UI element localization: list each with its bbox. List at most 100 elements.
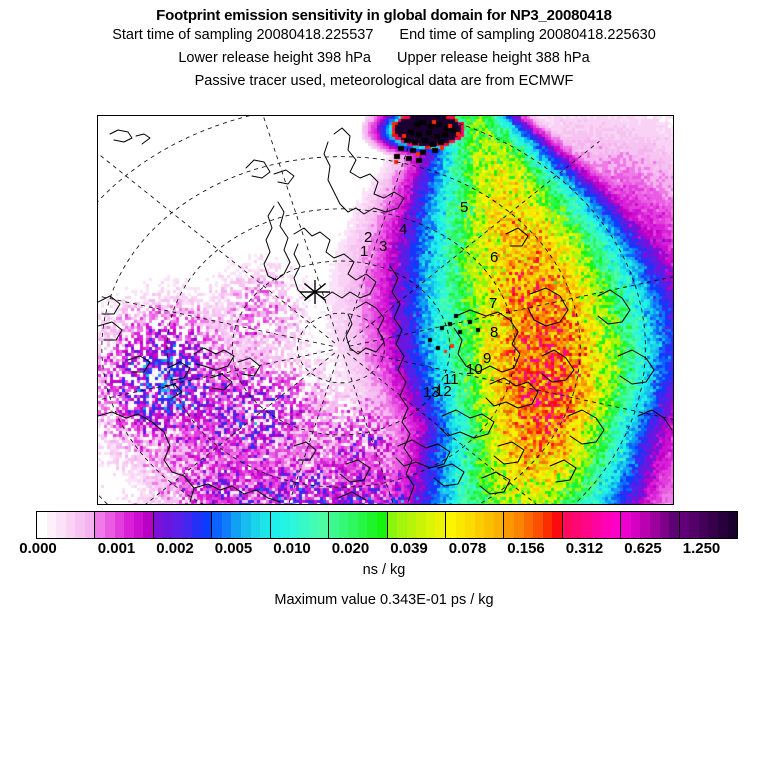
colorbar-band xyxy=(260,512,270,538)
tracer-note-label: Passive tracer used, meteorological data… xyxy=(194,73,574,89)
colorbar-band xyxy=(46,512,57,538)
colorbar-band xyxy=(435,512,445,538)
colorbar-tick-3: 0.005 xyxy=(214,540,253,557)
colorbar-tick-11: 1.250 xyxy=(682,540,721,557)
colorbar-band xyxy=(572,512,582,538)
colorbar-band xyxy=(474,512,485,538)
parallel-50 xyxy=(166,208,516,488)
release-star-ray xyxy=(304,283,326,301)
colorbar-band xyxy=(84,512,95,538)
end-time-label: End time of sampling 20080418.225630 xyxy=(399,27,656,43)
colorbar-segment-6 xyxy=(387,512,446,538)
colorbar-tick-5: 0.020 xyxy=(331,540,370,557)
coastline-33 xyxy=(549,459,577,483)
colorbar-band xyxy=(542,512,553,538)
colorbar-band xyxy=(95,512,105,538)
coastline-5 xyxy=(263,201,291,281)
coastline-14 xyxy=(193,483,281,503)
colorbar-band xyxy=(416,512,426,538)
colorbar-band xyxy=(65,512,76,538)
coastline-2 xyxy=(245,159,271,179)
point-label-5: 5 xyxy=(460,199,468,216)
colorbar-tick-9: 0.312 xyxy=(565,540,604,557)
colorbar-band xyxy=(241,512,251,538)
colorbar-band xyxy=(299,512,309,538)
point-label-9: 9 xyxy=(483,350,491,367)
colorbar-segment-5 xyxy=(329,512,388,538)
colorbar-container xyxy=(36,511,738,539)
colorbar-band xyxy=(192,512,202,538)
coastline-27 xyxy=(637,409,673,431)
coastline-17 xyxy=(453,309,521,373)
colorbar-tick-6: 0.039 xyxy=(390,540,428,557)
colorbar-band xyxy=(173,512,183,538)
colorbar-band xyxy=(533,512,543,538)
start-time-label: Start time of sampling 20080418.225537 xyxy=(112,27,374,43)
colorbar-band xyxy=(270,512,281,538)
coastline-outlines xyxy=(98,127,673,503)
coastline-10 xyxy=(237,357,261,377)
colorbar-band xyxy=(689,512,699,538)
release-height-line: Lower release height 398 hPa Upper releas… xyxy=(0,47,768,70)
colorbar-band xyxy=(133,512,144,538)
colorbar-band xyxy=(338,512,349,538)
colorbar-band xyxy=(124,512,134,538)
colorbar-band xyxy=(56,512,66,538)
coastline-29 xyxy=(433,463,465,487)
colorbar-band xyxy=(640,512,650,538)
colorbar-segment-7 xyxy=(445,512,505,538)
coastline-20 xyxy=(439,409,495,439)
colorbar-tick-10: 0.625 xyxy=(624,540,662,557)
meridian-180 xyxy=(342,116,420,342)
colorbar-band xyxy=(455,512,466,538)
header-text-block: Footprint emission sensitivity in global… xyxy=(0,0,768,93)
colorbar-segment-9 xyxy=(562,512,622,538)
colorbar-band xyxy=(552,512,562,538)
colorbar-band xyxy=(669,512,679,538)
colorbar-segment-8 xyxy=(504,512,563,538)
meridian-210 xyxy=(346,140,600,344)
colorbar-band xyxy=(75,512,85,538)
colorbar-band xyxy=(367,512,377,538)
upper-release-height-label: Upper release height 388 hPa xyxy=(397,50,590,66)
sampling-time-line: Start time of sampling 20080418.225537 En… xyxy=(0,24,768,47)
coastline-24 xyxy=(597,289,631,325)
point-label-13: 13 xyxy=(423,384,440,401)
point-label-8: 8 xyxy=(490,324,498,341)
colorbar xyxy=(36,511,738,539)
coastline-32 xyxy=(479,471,511,495)
coastline-11 xyxy=(209,373,233,391)
colorbar-band xyxy=(504,512,514,538)
colorbar-tick-4: 0.010 xyxy=(273,540,311,557)
coastline-7 xyxy=(193,347,235,371)
colorbar-band xyxy=(357,512,368,538)
colorbar-band xyxy=(523,512,534,538)
colorbar-band xyxy=(630,512,641,538)
colorbar-band xyxy=(445,512,456,538)
colorbar-band xyxy=(182,512,193,538)
colorbar-band xyxy=(679,512,690,538)
map-panel: 1 2 3 4 5 6 7 8 9 10 11 12 13 xyxy=(97,115,674,505)
colorbar-segment-10 xyxy=(621,512,680,538)
release-site-star-icon xyxy=(300,280,330,304)
colorbar-band xyxy=(406,512,417,538)
coastline-15 xyxy=(389,265,415,503)
colorbar-band xyxy=(649,512,660,538)
coastline-0 xyxy=(109,129,133,143)
point-label-10: 10 xyxy=(466,361,483,378)
parallel-80 xyxy=(297,312,385,384)
colorbar-band xyxy=(591,512,602,538)
colorbar-band xyxy=(280,512,290,538)
point-label-1: 1 xyxy=(360,243,368,260)
colorbar-tick-8: 0.156 xyxy=(507,540,545,557)
meridian-150 xyxy=(262,116,340,342)
colorbar-band xyxy=(581,512,592,538)
colorbar-band xyxy=(318,512,329,538)
colorbar-unit-label: ns / kg xyxy=(362,562,406,578)
parallel-20 xyxy=(98,116,646,504)
colorbar-tick-0: 0.000 xyxy=(19,540,57,557)
meridian-300 xyxy=(346,352,537,504)
meridian-0 xyxy=(288,354,340,504)
footprint-raster-layer xyxy=(98,116,673,504)
